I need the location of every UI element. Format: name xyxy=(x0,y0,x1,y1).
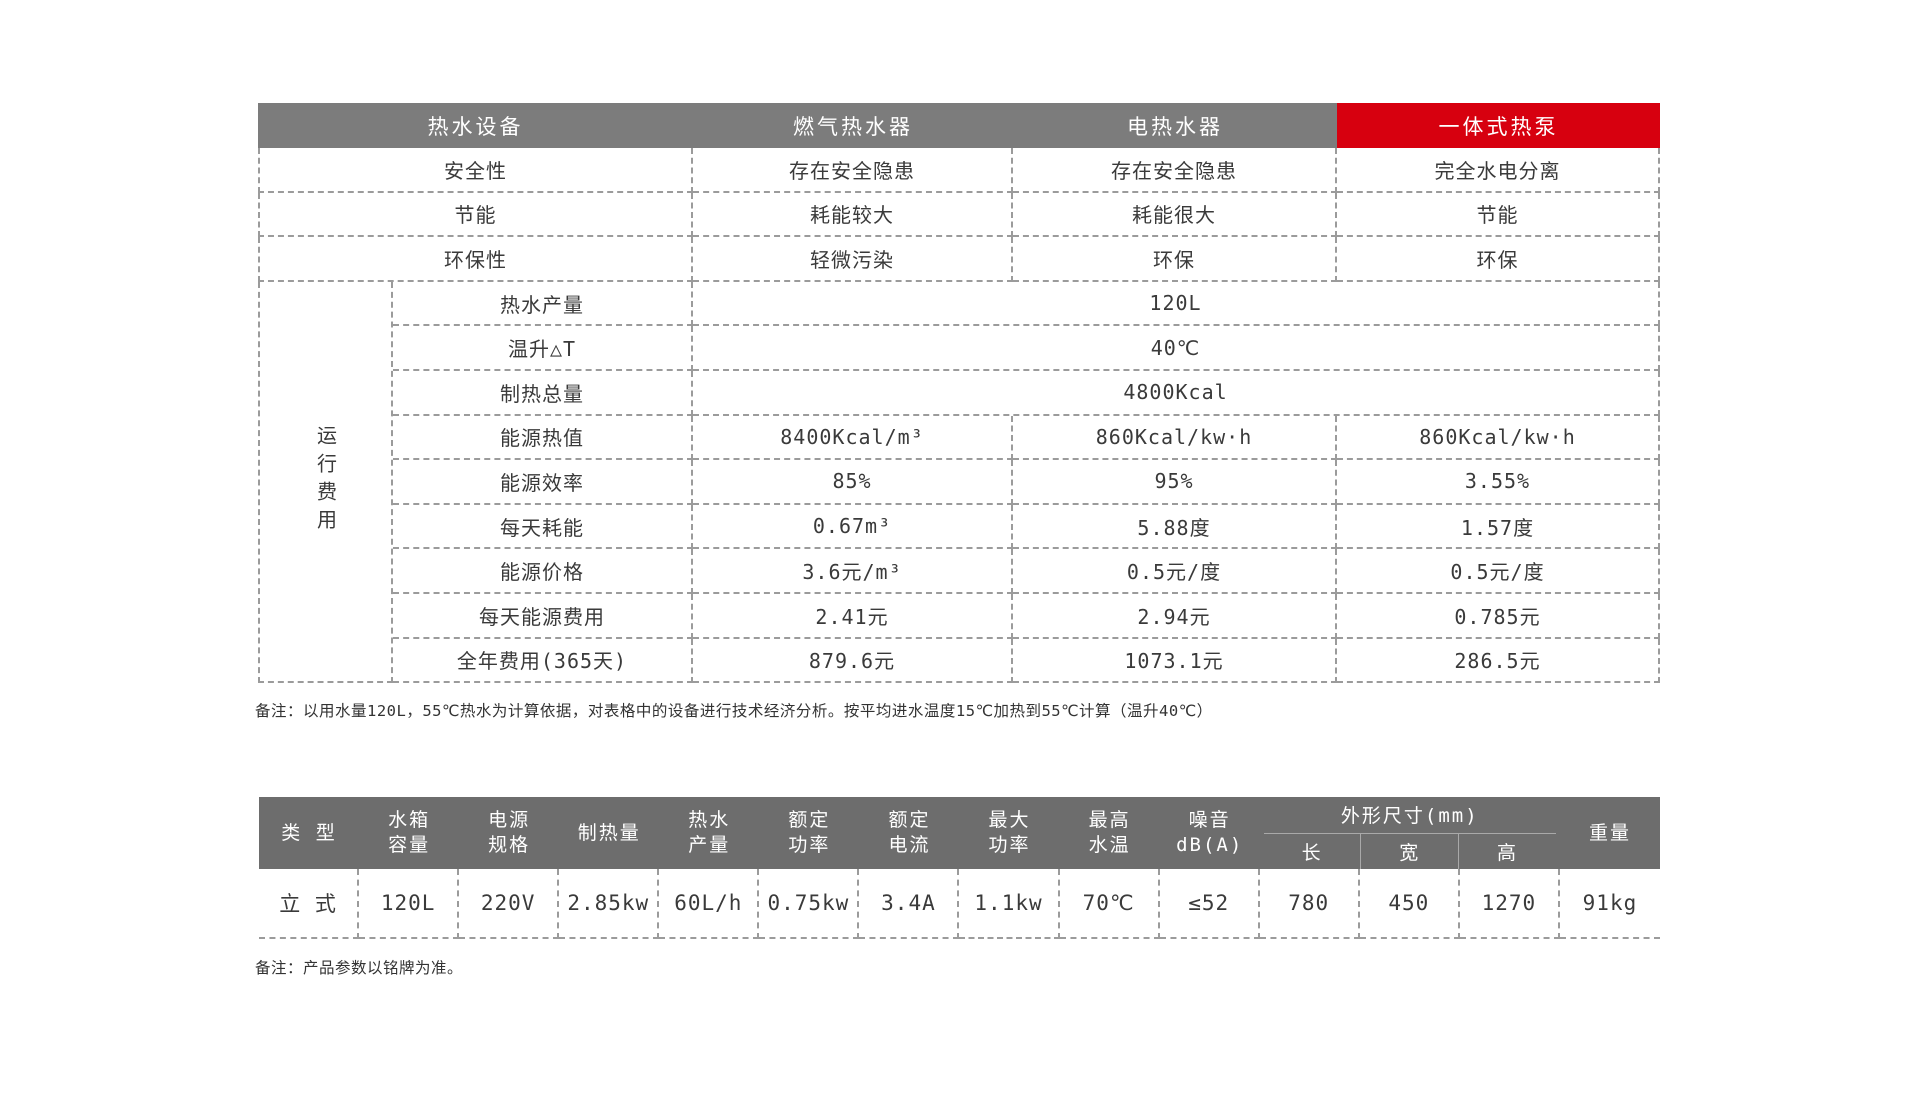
comparison-table: 热水设备 燃气热水器 电热水器 一体式热泵 安全性 存在安全隐患 存在安全隐患 … xyxy=(258,103,1660,684)
row-label-hot-water-output: 热水产量 xyxy=(393,281,693,327)
cost-group-label: 运行费用 xyxy=(313,425,338,538)
spec-cell-max-power: 1.1kw xyxy=(959,869,1060,939)
table-cell: 存在安全隐患 xyxy=(693,148,1013,193)
spec-cell-length: 780 xyxy=(1259,869,1360,939)
spec-cell-rated-current: 3.4A xyxy=(859,869,960,939)
spec-header-tank-capacity: 水箱 容量 xyxy=(359,797,460,869)
spec-header-heating-capacity: 制热量 xyxy=(559,797,660,869)
header-cell-equipment: 热水设备 xyxy=(258,103,693,148)
spec-table: 类 型 水箱 容量 电源 规格 制热量 热水 产量 额定 功率 额定 电流 最大 功率 最高… xyxy=(259,797,1660,939)
spec-header-rated-power: 额定 功率 xyxy=(759,797,860,869)
row-label-daily-consumption: 每天耗能 xyxy=(393,504,693,550)
table-cell: 3.55% xyxy=(1337,460,1660,505)
calculation-note: 备注：以用水量120L，55℃热水为计算依据，对表格中的设备进行技术经济分析。按… xyxy=(255,702,1213,720)
table-cell: 轻微污染 xyxy=(693,237,1013,282)
row-label-temp-rise: 温升△T xyxy=(393,326,693,371)
row-label-annual-cost: 全年费用(365天) xyxy=(393,638,693,684)
spec-cell-tank-capacity: 120L xyxy=(359,869,460,939)
table-cell: 879.6元 xyxy=(693,638,1013,684)
row-label-eco: 环保性 xyxy=(258,237,693,282)
table-cell: 环保 xyxy=(1013,237,1337,282)
table-cell: 3.6元/m³ xyxy=(693,549,1013,594)
spec-cell-type: 立 式 xyxy=(259,869,360,939)
table-cell: 耗能较大 xyxy=(693,192,1013,238)
header-cell-electric-heater: 电热水器 xyxy=(1013,103,1337,148)
spec-cell-power-supply: 220V xyxy=(459,869,560,939)
header-cell-heatpump: 一体式热泵 xyxy=(1337,103,1660,148)
table-cell: 95% xyxy=(1013,460,1337,505)
table-cell: 85% xyxy=(693,460,1013,505)
spec-cell-weight: 91kg xyxy=(1559,869,1660,939)
spec-header-dimensions-group: 外形尺寸(mm) 长 宽 高 xyxy=(1259,797,1560,869)
spec-cell-rated-power: 0.75kw xyxy=(759,869,860,939)
table-cell: 耗能很大 xyxy=(1013,192,1337,238)
spec-cell-height: 1270 xyxy=(1459,869,1560,939)
table-cell: 完全水电分离 xyxy=(1337,148,1660,193)
dimensions-subheaders: 长 宽 高 xyxy=(1263,832,1556,869)
dim-sub-width: 宽 xyxy=(1360,833,1458,869)
row-label-energy-efficiency: 能源效率 xyxy=(393,460,693,505)
table-cell: 0.785元 xyxy=(1337,593,1660,639)
spec-header-rated-current: 额定 电流 xyxy=(859,797,960,869)
spec-cell-width: 450 xyxy=(1359,869,1460,939)
spec-cell-hot-water-output: 60L/h xyxy=(659,869,760,939)
table-cell: 2.41元 xyxy=(693,593,1013,639)
row-label-energy-heat-value: 能源热值 xyxy=(393,415,693,461)
row-label-total-heat: 制热总量 xyxy=(393,370,693,416)
table-cell: 环保 xyxy=(1337,237,1660,282)
spec-header-hot-water-output: 热水 产量 xyxy=(659,797,760,869)
table-cell: 节能 xyxy=(1337,192,1660,238)
spec-cell-noise: ≤52 xyxy=(1159,869,1260,939)
table-cell: 5.88度 xyxy=(1013,504,1337,550)
table-cell: 860Kcal/kw·h xyxy=(1013,415,1337,461)
row-label-daily-cost: 每天能源费用 xyxy=(393,593,693,639)
spec-note: 备注：产品参数以铭牌为准。 xyxy=(255,959,464,977)
spec-cell-max-water-temp: 70℃ xyxy=(1059,869,1160,939)
table-cell: 0.5元/度 xyxy=(1013,549,1337,594)
spec-header-max-power: 最大 功率 xyxy=(959,797,1060,869)
cost-group-cell: 运行费用 xyxy=(258,281,393,684)
table-cell: 1.57度 xyxy=(1337,504,1660,550)
dimensions-label: 外形尺寸(mm) xyxy=(1340,805,1479,828)
row-label-energy-saving: 节能 xyxy=(258,192,693,238)
spec-header-power-supply: 电源 规格 xyxy=(459,797,560,869)
merged-value-cell: 4800Kcal xyxy=(693,370,1660,416)
table-cell: 0.5元/度 xyxy=(1337,549,1660,594)
table-cell: 8400Kcal/m³ xyxy=(693,415,1013,461)
spec-cell-heating-capacity: 2.85kw xyxy=(559,869,660,939)
merged-value-cell: 40℃ xyxy=(693,326,1660,371)
dim-sub-height: 高 xyxy=(1458,833,1556,869)
table-cell: 存在安全隐患 xyxy=(1013,148,1337,193)
table-cell: 860Kcal/kw·h xyxy=(1337,415,1660,461)
spec-header-noise: 噪音 dB(A) xyxy=(1159,797,1260,869)
table-cell: 286.5元 xyxy=(1337,638,1660,684)
table-cell: 2.94元 xyxy=(1013,593,1337,639)
header-cell-gas-heater: 燃气热水器 xyxy=(693,103,1013,148)
spec-header-max-water-temp: 最高 水温 xyxy=(1059,797,1160,869)
spec-header-type: 类 型 xyxy=(259,797,360,869)
spec-header-weight: 重量 xyxy=(1559,797,1660,869)
row-label-energy-price: 能源价格 xyxy=(393,549,693,594)
merged-value-cell: 120L xyxy=(693,281,1660,327)
row-label-safety: 安全性 xyxy=(258,148,693,193)
dim-sub-length: 长 xyxy=(1301,841,1323,864)
table-cell: 0.67m³ xyxy=(693,504,1013,550)
table-cell: 1073.1元 xyxy=(1013,638,1337,684)
